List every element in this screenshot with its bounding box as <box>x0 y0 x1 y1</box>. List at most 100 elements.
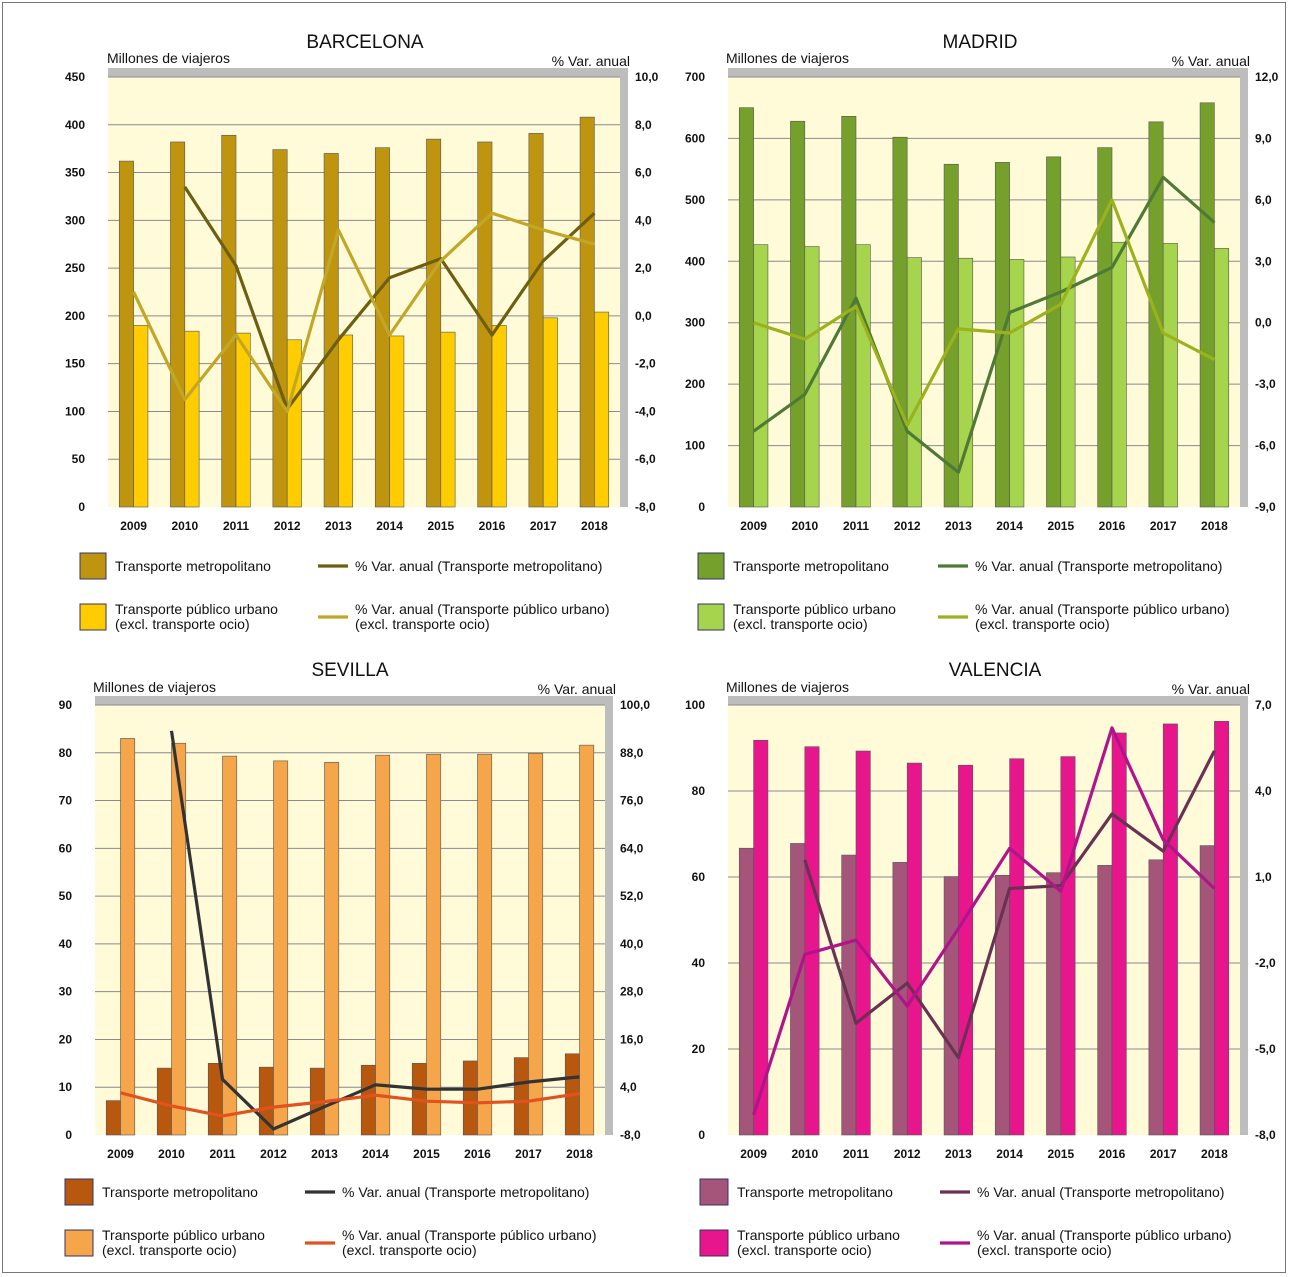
legend-label-metropolitano: Transporte metropolitano <box>733 558 889 574</box>
legend-swatch-metropolitano <box>79 552 107 580</box>
category-label: 2018 <box>566 1147 593 1161</box>
bar-urbano <box>1162 243 1178 508</box>
legend-label-var-urbano: % Var. anual (Transporte público urbano)… <box>977 1227 1231 1258</box>
bar-urbano <box>1060 756 1076 1136</box>
right-tick-label: -3,0 <box>1255 377 1276 391</box>
left-axis-label: Millones de viajeros <box>93 679 216 695</box>
bar-urbano <box>440 331 456 508</box>
legend-label-metropolitano: Transporte metropolitano <box>102 1184 258 1200</box>
left-axis-label: Millones de viajeros <box>726 679 849 695</box>
left-tick-label: 20 <box>692 1042 706 1056</box>
legend-label-var-urbano: % Var. anual (Transporte público urbano)… <box>975 601 1229 632</box>
bar-urbano <box>906 257 922 508</box>
right-tick-label: -6,0 <box>1255 439 1276 453</box>
bar-urbano <box>855 750 871 1136</box>
bar-metropolitano <box>462 1060 478 1136</box>
left-tick-label: 20 <box>59 1032 73 1046</box>
left-tick-label: 400 <box>685 254 705 268</box>
category-label: 2014 <box>996 519 1023 533</box>
bar-urbano <box>528 752 544 1136</box>
bar-metropolitano <box>360 1064 376 1136</box>
chart-sevilla: 0 10 20 30 40 50 60 70 80 90 -8,0 4,0 16,0 28,0 40,0 52… <box>59 660 651 1258</box>
bar-urbano <box>273 760 289 1136</box>
right-tick-label: -5,0 <box>1255 1042 1276 1056</box>
left-tick-label: 350 <box>65 166 85 180</box>
bar-metropolitano <box>1046 156 1062 508</box>
left-tick-label: 150 <box>65 357 85 371</box>
left-tick-label: 50 <box>59 889 73 903</box>
legend-swatch-urbano <box>79 603 107 631</box>
right-tick-label: 8,0 <box>635 118 652 132</box>
right-tick-label: 4,0 <box>620 1080 637 1094</box>
category-label: 2015 <box>1047 519 1074 533</box>
bar-metropolitano <box>118 160 134 508</box>
plot-shadow-top <box>95 696 613 705</box>
line-var-urbano <box>752 726 1216 1116</box>
bar-metropolitano <box>1046 872 1062 1136</box>
left-tick-label: 40 <box>692 956 706 970</box>
bar-metropolitano <box>790 120 806 508</box>
bar-urbano <box>222 755 238 1136</box>
left-axis-label: Millones de viajeros <box>726 50 849 66</box>
chart-title: SEVILLA <box>311 660 388 681</box>
category-label: 2010 <box>171 519 198 533</box>
left-tick-label: 450 <box>65 70 85 84</box>
right-tick-label: 7,0 <box>1255 698 1272 712</box>
right-tick-label: 9,0 <box>1255 131 1272 145</box>
right-tick-label: -2,0 <box>1255 956 1276 970</box>
bar-metropolitano <box>272 149 288 508</box>
chart-title: VALENCIA <box>949 660 1042 681</box>
bar-metropolitano <box>426 138 442 508</box>
left-tick-label: 80 <box>692 784 706 798</box>
legend-label-var-metropolitano: % Var. anual (Transporte metropolitano) <box>355 558 602 574</box>
category-label: 2018 <box>1201 519 1228 533</box>
left-tick-label: 250 <box>65 261 85 275</box>
right-tick-label: 1,0 <box>1255 870 1272 884</box>
plot-shadow-top <box>728 696 1248 705</box>
category-label: 2010 <box>791 1147 818 1161</box>
left-tick-label: 200 <box>65 309 85 323</box>
right-tick-label: 0,0 <box>1255 316 1272 330</box>
right-tick-label: 6,0 <box>1255 193 1272 207</box>
legend-label-urbano: Transporte público urbano (excl. transpor… <box>737 1227 900 1258</box>
bar-metropolitano <box>323 153 339 508</box>
chart-title: BARCELONA <box>306 32 424 53</box>
left-tick-label: 600 <box>685 131 705 145</box>
category-label: 2009 <box>740 519 767 533</box>
bar-urbano <box>171 742 187 1136</box>
left-tick-label: 0 <box>698 500 705 514</box>
left-tick-label: 100 <box>685 439 705 453</box>
bar-urbano <box>426 753 442 1136</box>
line-var-metropolitano <box>803 750 1216 1060</box>
legend-label-var-urbano: % Var. anual (Transporte público urbano)… <box>355 601 609 632</box>
category-label: 2011 <box>209 1147 235 1161</box>
line-var-metropolitano <box>752 175 1216 474</box>
category-label: 2017 <box>530 519 557 533</box>
legend-label-var-metropolitano: % Var. anual (Transporte metropolitano) <box>342 1184 589 1200</box>
chart-valencia: 0 20 40 60 80 100 -8,0 -5,0 -2,0 1,0 4,0 7,0 VALENCI… <box>685 660 1276 1258</box>
line-var-urbano <box>120 1091 580 1118</box>
category-label: 2016 <box>479 519 506 533</box>
bar-urbano <box>338 334 354 508</box>
left-tick-label: 500 <box>685 193 705 207</box>
bar-urbano <box>286 339 302 508</box>
left-tick-label: 10 <box>59 1080 73 1094</box>
legend: Transporte metropolitano % Var. anual (Tr… <box>699 1178 1231 1258</box>
right-tick-label: -8,0 <box>1255 1128 1276 1142</box>
right-tick-label: -4,0 <box>635 404 656 418</box>
left-tick-label: 0 <box>65 1128 72 1142</box>
category-label: 2013 <box>311 1147 338 1161</box>
category-label: 2011 <box>843 519 869 533</box>
bar-urbano <box>1009 259 1025 508</box>
bar-urbano <box>184 330 200 508</box>
left-tick-label: 100 <box>685 698 705 712</box>
legend-label-metropolitano: Transporte metropolitano <box>115 558 271 574</box>
bar-metropolitano <box>221 134 237 508</box>
bar-metropolitano <box>513 1057 529 1136</box>
right-axis-label: % Var. anual <box>538 681 616 697</box>
left-tick-label: 50 <box>72 452 86 466</box>
right-tick-label: 12,0 <box>1255 70 1279 84</box>
right-axis-label: % Var. anual <box>1172 681 1250 697</box>
bar-urbano <box>1111 732 1127 1136</box>
left-tick-label: 70 <box>59 794 73 808</box>
